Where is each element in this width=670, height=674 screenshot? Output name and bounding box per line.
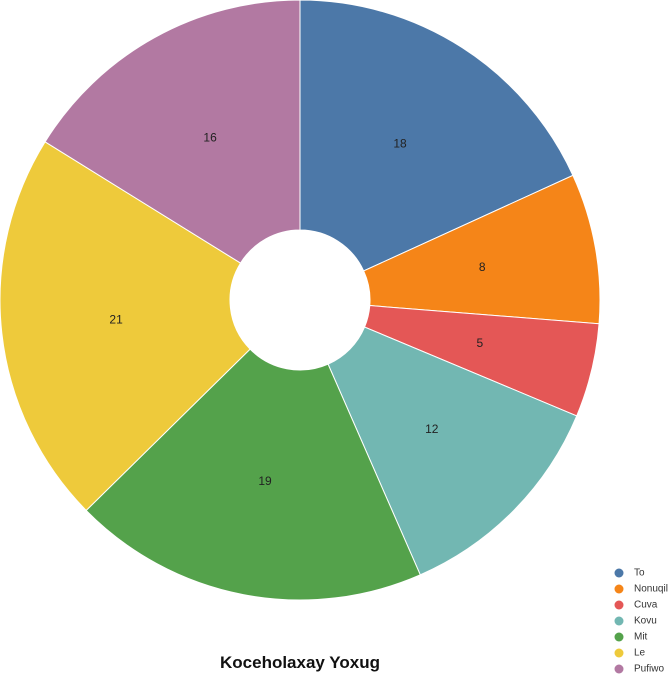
legend-label-le: Le <box>634 648 646 659</box>
legend-swatch-kovu <box>614 616 624 626</box>
chart-title: Koceholaxay Yoxug <box>220 653 380 672</box>
legend-swatch-pufiwo <box>614 664 624 674</box>
slice-mit <box>85 348 421 601</box>
slice-label-pufiwo: 16 <box>203 130 217 144</box>
legend-label-to: To <box>634 568 645 579</box>
slice-kovu <box>327 326 578 576</box>
slice-label-le: 21 <box>109 313 123 327</box>
legend-swatch-le <box>614 648 624 658</box>
legend-swatch-cuva <box>614 600 624 610</box>
slice-nonuqil <box>363 174 601 325</box>
legend-label-kovu: Kovu <box>634 616 657 627</box>
slice-label-mit: 19 <box>258 474 272 488</box>
slice-to <box>299 0 574 272</box>
legend-swatch-to <box>614 568 624 578</box>
slice-label-kovu: 12 <box>425 422 439 436</box>
legend-label-mit: Mit <box>634 632 648 643</box>
legend: To Nonuqil Cuva Kovu Mit Le Pufiwo <box>614 568 668 674</box>
legend-label-cuva: Cuva <box>634 600 658 611</box>
legend-swatch-mit <box>614 632 624 642</box>
slice-label-to: 18 <box>393 137 407 151</box>
slice-pufiwo <box>44 0 301 264</box>
legend-label-pufiwo: Pufiwo <box>634 664 664 674</box>
slice-label-cuva: 5 <box>476 336 483 350</box>
slice-le <box>0 141 251 512</box>
legend-label-nonuqil: Nonuqil <box>634 584 668 595</box>
slices-group <box>0 0 601 601</box>
slice-labels-group: 18 8 5 12 19 21 16 <box>109 130 485 487</box>
legend-swatch-nonuqil <box>614 584 624 594</box>
slice-label-nonuqil: 8 <box>479 260 486 274</box>
